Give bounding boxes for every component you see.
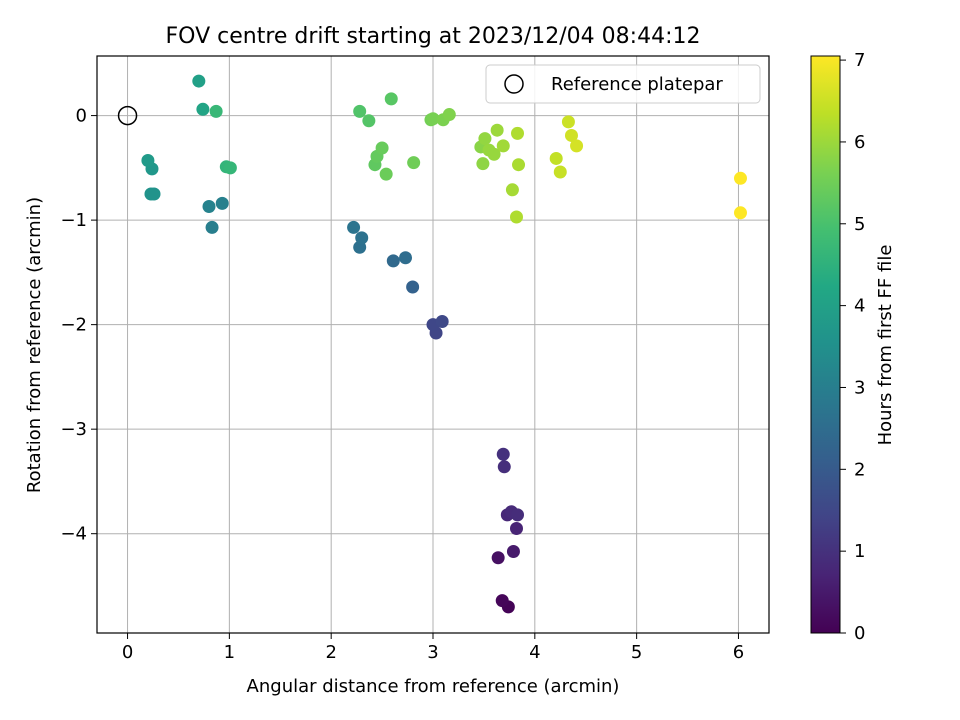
data-point [496,447,510,461]
colorbar-tick-label: 1 [854,541,865,562]
data-point [512,158,526,172]
y-axis-label: Rotation from reference (arcmin) [24,197,45,493]
x-tick-label: 1 [224,642,235,663]
data-point [561,115,575,129]
data-point [215,196,229,210]
y-tick-label: −4 [60,524,87,545]
colorbar-label: Hours from first FF file [875,245,896,446]
legend-marker-icon [504,74,524,94]
y-tick-label: −3 [60,419,87,440]
data-point [202,200,216,214]
data-point [491,551,505,565]
x-tick-label: 6 [733,642,744,663]
x-axis-label: Angular distance from reference (arcmin) [247,676,620,697]
data-point [426,112,440,126]
legend-box [485,64,761,104]
data-point [733,206,747,220]
data-point [505,183,519,197]
colorbar-tick-label: 0 [854,623,865,644]
data-point [511,126,525,140]
data-point [570,139,584,153]
reference-platepar-marker [117,105,138,126]
y-axis-ticks: 0 −1 −2 −3 −4 [60,106,97,545]
colorbar-ticks: 0 1 2 3 4 5 6 7 [840,50,865,644]
data-point [435,315,449,329]
data-point [478,132,492,146]
data-point [362,114,376,128]
data-point [476,157,490,171]
data-point [496,139,510,153]
x-axis-ticks: 0 1 2 3 4 5 6 [122,633,744,663]
colorbar-tick-label: 5 [854,214,865,235]
x-tick-label: 5 [631,642,642,663]
data-point [353,104,367,118]
data-point [564,128,578,142]
colorbar-tick-label: 3 [854,377,865,398]
data-point [506,544,520,558]
colorbar: 0 1 2 3 4 5 6 7 Hours from first FF file [810,50,896,644]
data-point [375,141,389,155]
data-point [487,147,501,161]
data-point [147,187,161,201]
colorbar-tick-label: 6 [854,132,865,153]
y-tick-label: 0 [76,106,87,127]
data-point [497,460,511,474]
data-point [733,171,747,185]
data-point [399,251,413,265]
data-point [141,154,155,168]
data-point [379,167,393,181]
data-point [384,92,398,106]
legend-label: Reference platepar [551,74,723,95]
x-tick-label: 3 [427,642,438,663]
data-point [223,161,237,175]
data-point [509,521,523,535]
colorbar-gradient [810,55,841,634]
data-point [490,123,504,137]
data-point [553,165,567,179]
y-tick-label: −1 [60,210,87,231]
colorbar-tick-label: 4 [854,296,865,317]
data-point [347,220,361,234]
x-tick-label: 2 [325,642,336,663]
y-tick-label: −2 [60,315,87,336]
data-point [355,231,369,245]
x-tick-label: 4 [529,642,540,663]
data-point [549,151,563,165]
data-point [205,220,219,234]
data-point [442,108,456,122]
chart-title: FOV centre drift starting at 2023/12/04 … [166,24,701,49]
colorbar-tick-label: 7 [854,50,865,71]
data-point [192,74,206,88]
data-points [141,74,747,614]
data-point [495,594,509,608]
legend: Reference platepar [485,64,761,104]
data-point [407,156,421,170]
x-tick-label: 0 [122,642,133,663]
colorbar-tick-label: 2 [854,459,865,480]
data-point [509,210,523,224]
gridlines [97,56,769,633]
data-point [511,508,525,522]
data-point [406,280,420,294]
data-point [196,102,210,116]
data-point [386,254,400,268]
data-point [209,104,223,118]
